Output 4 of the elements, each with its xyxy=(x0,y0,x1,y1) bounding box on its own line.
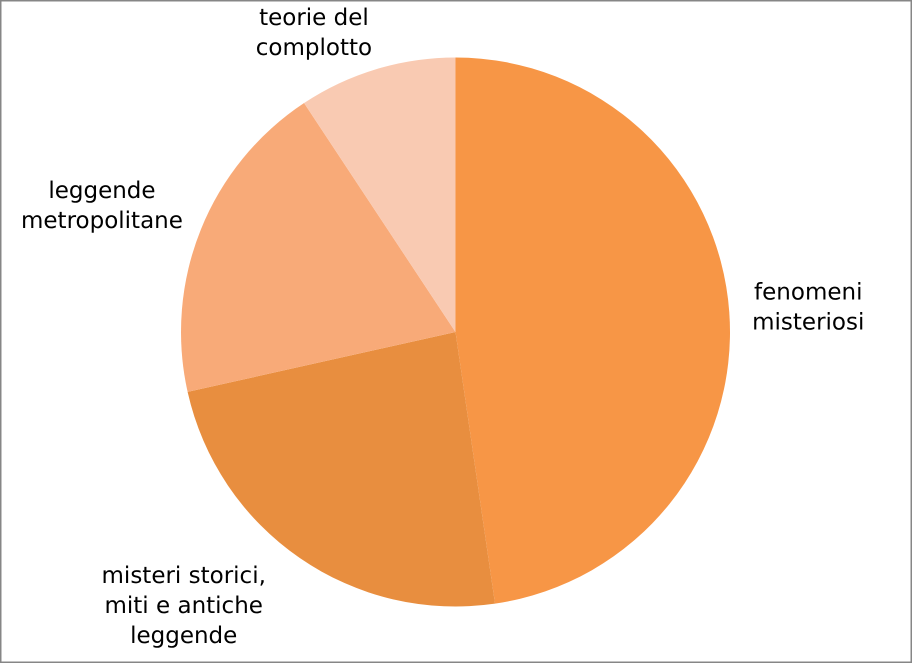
slice-label: teorie del complotto xyxy=(256,5,372,62)
slice-label: fenomeni misteriosi xyxy=(752,280,864,336)
slice-label: misteri storici, miti e antiche leggende xyxy=(102,563,266,649)
slice-label: leggende metropolitane xyxy=(21,178,183,234)
